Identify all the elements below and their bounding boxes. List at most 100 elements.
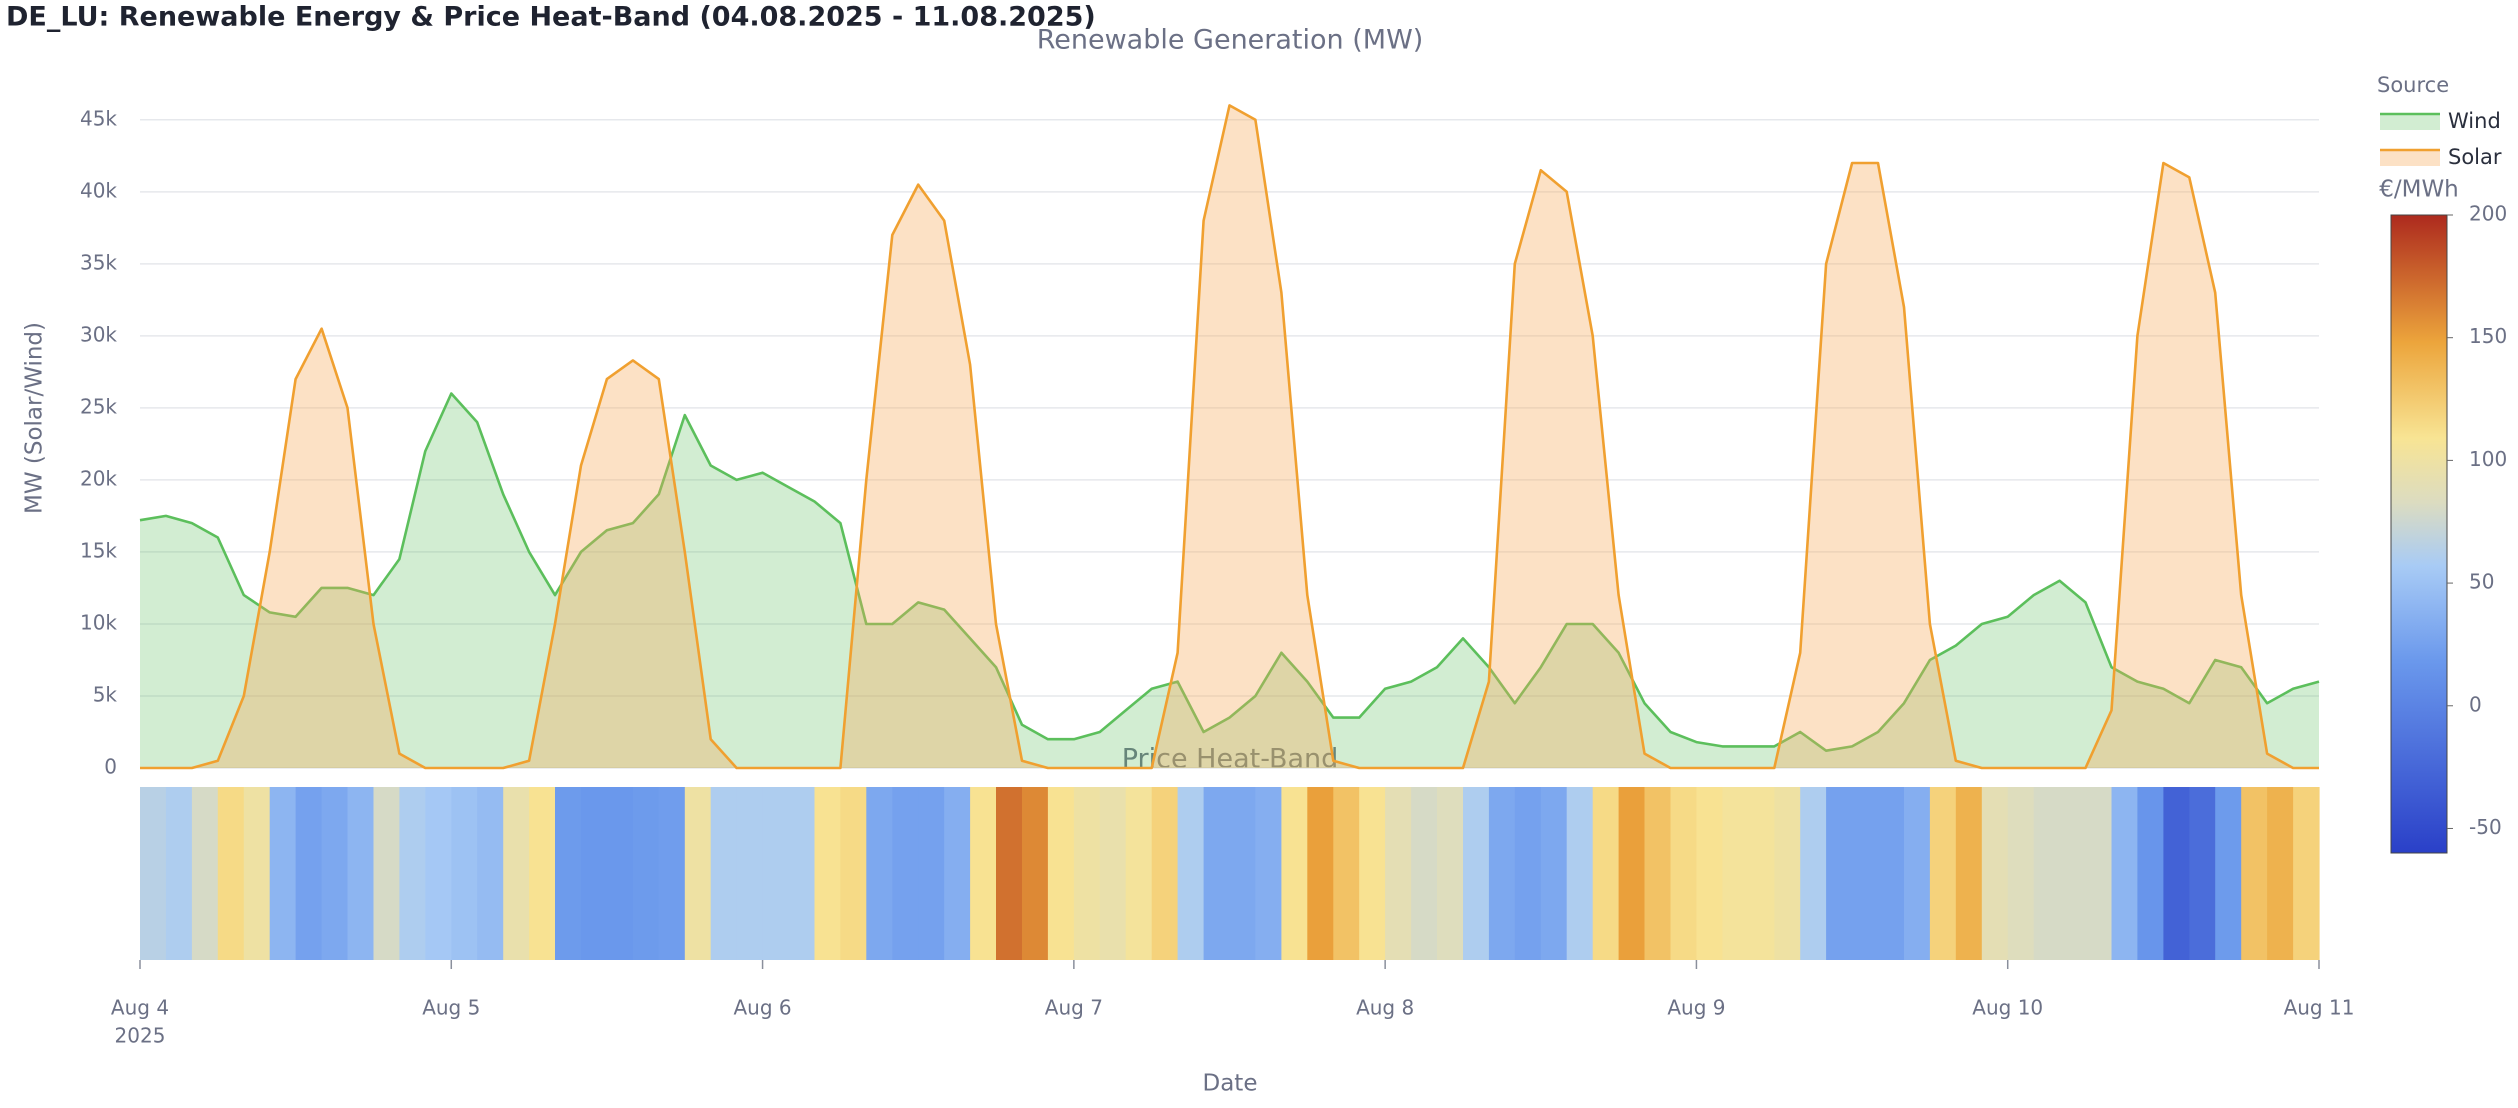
heat-cell xyxy=(892,787,919,960)
heat-cell xyxy=(2111,787,2138,960)
heat-cell xyxy=(1255,787,1282,960)
heat-cell xyxy=(1022,787,1049,960)
heat-cell xyxy=(1929,787,1957,960)
x-tick-label: Aug 7 xyxy=(1045,996,1103,1020)
heat-cell xyxy=(243,787,271,960)
heat-cell xyxy=(1540,787,1568,960)
heat-cell xyxy=(2007,787,2035,960)
heat-cell xyxy=(1385,787,1412,960)
series-line xyxy=(139,392,2320,752)
heat-cell xyxy=(1592,787,1620,960)
heat-cell xyxy=(944,787,971,960)
heat-cell xyxy=(736,787,764,960)
heat-cell xyxy=(2059,787,2087,960)
heat-cell xyxy=(1177,787,1205,960)
heat-cell xyxy=(2267,787,2294,960)
heat-cell xyxy=(606,787,634,960)
heat-cell xyxy=(840,787,867,960)
x-tick-label: Aug 6 xyxy=(734,996,792,1020)
legend-swatch xyxy=(2380,150,2440,166)
heat-cell xyxy=(1514,787,1542,960)
colorbar-tick-label: 100 xyxy=(2469,447,2507,471)
heat-cell xyxy=(425,787,452,960)
heat-cell xyxy=(1125,787,1153,960)
heat-cell xyxy=(477,787,504,960)
chart-title: Renewable Generation (MW) xyxy=(1037,25,1424,56)
x-tick-label: Aug 9 xyxy=(1667,996,1725,1020)
heat-cell xyxy=(1852,787,1879,960)
y-tick-label: 15k xyxy=(80,538,117,562)
heat-cell xyxy=(1229,787,1256,960)
heat-cell xyxy=(1307,787,1334,960)
heat-cell xyxy=(762,787,790,960)
y-tick-label: 35k xyxy=(80,250,117,274)
heat-cell xyxy=(1047,787,1075,960)
heat-cell xyxy=(1955,787,1983,960)
series-line xyxy=(140,104,2319,770)
heat-cell xyxy=(1774,787,1801,960)
heat-cell xyxy=(191,787,219,960)
heat-cell xyxy=(918,787,945,960)
heat-cell xyxy=(1488,787,1516,960)
heat-cell xyxy=(1618,787,1646,960)
heat-cell xyxy=(2163,787,2190,960)
heat-cell xyxy=(1463,787,1490,960)
heat-cell xyxy=(2293,787,2320,960)
heat-cell xyxy=(1696,787,1723,960)
y-tick-label: 40k xyxy=(80,178,117,202)
legend-title: Source xyxy=(2377,73,2449,97)
y-tick-label: 0 xyxy=(104,755,117,779)
legend-label: Solar xyxy=(2448,145,2502,169)
x-year-label: 2025 xyxy=(115,1024,166,1048)
heat-cell xyxy=(140,787,167,960)
heat-cell xyxy=(295,787,323,960)
heat-cell xyxy=(1333,787,1360,960)
band-title: Price Heat-Band xyxy=(1122,744,1339,775)
y-axis-title: MW (Solar/Wind) xyxy=(22,322,48,514)
heat-cell xyxy=(788,787,815,960)
heat-cell xyxy=(451,787,478,960)
heat-cell xyxy=(1359,787,1386,960)
heat-cell xyxy=(1800,787,1827,960)
heat-cell xyxy=(2215,787,2242,960)
legend-label: Wind xyxy=(2448,109,2501,133)
heat-cell xyxy=(269,787,297,960)
x-tick-label: Aug 5 xyxy=(422,996,480,1020)
y-tick-label: 25k xyxy=(80,394,117,418)
colorbar xyxy=(2390,214,2448,854)
x-tick-label: Aug 4 xyxy=(111,996,169,1020)
heat-cell xyxy=(1644,787,1671,960)
heat-cell xyxy=(1151,787,1179,960)
heat-cell xyxy=(581,787,608,960)
heat-cell xyxy=(2137,787,2164,960)
y-tick-label: 20k xyxy=(80,466,117,490)
area-fill xyxy=(140,105,2319,768)
heat-cell xyxy=(970,787,997,960)
heat-cell xyxy=(2033,787,2061,960)
y-tick-label: 30k xyxy=(80,322,117,346)
heat-cell xyxy=(866,787,893,960)
heat-cell xyxy=(2241,787,2268,960)
heat-cell xyxy=(373,787,400,960)
y-tick-label: 45k xyxy=(80,106,117,130)
heat-cell xyxy=(1748,787,1775,960)
heat-cell xyxy=(996,787,1023,960)
colorbar-tick-label: 150 xyxy=(2469,324,2507,348)
y-tick-label: 5k xyxy=(93,682,118,706)
heat-cell xyxy=(1722,787,1749,960)
heat-cell xyxy=(2189,787,2216,960)
colorbar-tick-label: -50 xyxy=(2469,815,2502,839)
colorbar-tick-label: 0 xyxy=(2469,692,2482,716)
heat-cell xyxy=(1981,787,2009,960)
heat-cell xyxy=(2085,787,2112,960)
x-tick-label: Aug 10 xyxy=(1972,996,2043,1020)
heat-cell xyxy=(165,787,193,960)
heat-cell xyxy=(321,787,349,960)
heat-cell xyxy=(217,787,245,960)
x-tick-label: Aug 11 xyxy=(2284,996,2355,1020)
heat-cell xyxy=(632,787,660,960)
heat-cell xyxy=(347,787,374,960)
heat-cell xyxy=(1411,787,1438,960)
heat-cell xyxy=(399,787,426,960)
